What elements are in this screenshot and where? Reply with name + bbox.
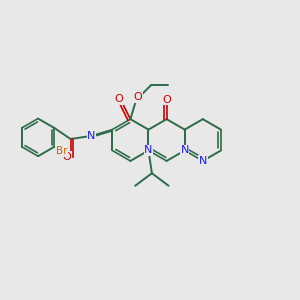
Text: N: N xyxy=(199,156,207,166)
Text: O: O xyxy=(162,95,171,105)
Text: N: N xyxy=(181,146,189,155)
Text: N: N xyxy=(87,131,95,141)
Text: Br: Br xyxy=(56,146,68,156)
Text: O: O xyxy=(62,152,71,162)
Text: N: N xyxy=(144,146,153,155)
Text: O: O xyxy=(115,94,123,104)
Text: O: O xyxy=(134,92,142,103)
